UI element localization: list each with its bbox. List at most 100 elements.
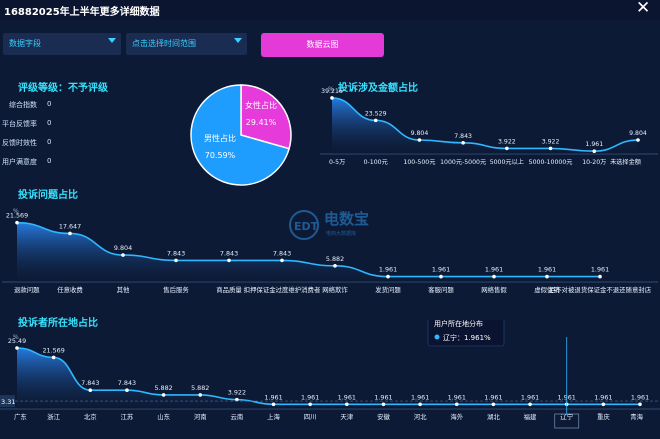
data-point[interactable] <box>280 258 284 263</box>
area-fill <box>332 97 638 154</box>
data-label: 9.804 <box>411 130 429 137</box>
x-tick-label: 未选择金额 <box>610 158 642 166</box>
rating-stat-label: 用户满意度 <box>2 158 37 166</box>
data-label: 1.961 <box>374 393 392 401</box>
data-point[interactable] <box>68 231 72 236</box>
data-label: 1.961 <box>538 266 556 274</box>
data-label: 5.882 <box>154 384 172 392</box>
x-tick-label: 上海 <box>267 412 280 421</box>
data-point[interactable] <box>417 138 422 142</box>
data-label: 9.804 <box>114 244 132 252</box>
amount-chart-title: 投诉涉及金额占比 <box>338 83 418 94</box>
x-tick-label: 虚假促销 <box>534 285 560 294</box>
word-cloud-button[interactable]: 数据云图 <box>261 33 384 57</box>
x-tick-label: 售后服务 <box>163 285 189 294</box>
data-label: 1.961 <box>411 393 429 401</box>
data-point[interactable] <box>333 264 337 268</box>
data-point[interactable] <box>345 402 349 407</box>
tooltip <box>427 320 505 347</box>
data-label: 3.922 <box>542 138 560 145</box>
data-point[interactable] <box>592 149 597 153</box>
x-tick-label: 10-20万 <box>582 159 606 166</box>
data-point[interactable] <box>505 146 509 151</box>
data-point[interactable] <box>227 258 231 263</box>
data-point[interactable] <box>638 402 642 407</box>
chevron-down-icon <box>108 38 116 43</box>
x-tick-label: 退款问题 <box>14 285 40 294</box>
data-point[interactable] <box>88 388 93 393</box>
x-tick-label: 商品质量 <box>216 285 242 294</box>
rating-stat-value: 0 <box>47 157 52 165</box>
data-point[interactable] <box>161 393 166 397</box>
data-point[interactable] <box>548 146 553 151</box>
data-point[interactable] <box>598 274 602 279</box>
window-title-bar <box>0 0 660 20</box>
data-point[interactable] <box>51 355 56 360</box>
time-range-select[interactable]: 点击选择时间范围 <box>126 33 247 55</box>
data-label: 7.843 <box>118 379 136 387</box>
data-point[interactable] <box>15 220 19 225</box>
x-tick-label: 网络欺诈 <box>322 285 348 294</box>
data-point[interactable] <box>439 274 443 279</box>
chevron-down-icon <box>234 38 242 43</box>
data-point[interactable] <box>174 258 178 263</box>
pie-slice[interactable] <box>240 84 292 150</box>
x-tick-label: 任意收费 <box>57 285 83 294</box>
data-point[interactable] <box>461 140 465 145</box>
close-icon[interactable]: ✕ <box>636 0 651 18</box>
data-label: 9.804 <box>629 130 647 137</box>
data-point[interactable] <box>418 402 422 407</box>
data-point[interactable] <box>454 402 459 407</box>
data-point[interactable] <box>545 274 549 279</box>
data-point[interactable] <box>491 402 496 407</box>
tooltip-marker-icon <box>434 334 440 340</box>
x-tick-label: 发货问题 <box>375 285 401 294</box>
issue-chart-title: 投诉问题占比 <box>18 190 78 201</box>
pie-value-label: 29.41% <box>246 118 277 127</box>
pie-label: 女性占比 <box>245 100 277 110</box>
data-point[interactable] <box>373 118 378 123</box>
rating-heading: 评级等级：不予评级 <box>18 83 108 94</box>
data-label: 7.843 <box>454 133 472 140</box>
data-point[interactable] <box>235 397 239 402</box>
data-point[interactable] <box>330 96 334 100</box>
x-tick-label: 辽宁 <box>560 412 573 421</box>
data-point[interactable] <box>381 402 386 407</box>
data-point[interactable] <box>386 274 390 279</box>
x-tick-label: 福建 <box>524 412 537 421</box>
field-select[interactable]: 数据字段 <box>3 33 121 55</box>
data-point[interactable] <box>492 274 496 279</box>
location-chart-title: 投诉者所在地占比 <box>18 318 98 329</box>
area-fill <box>17 222 600 282</box>
rating-stat-label: 平台反馈率 <box>2 120 37 128</box>
data-label: 23.529 <box>365 110 387 117</box>
data-point[interactable] <box>198 393 203 397</box>
crosshair-value-box <box>0 395 15 408</box>
rating-stat-label: 反馈时效性 <box>2 139 37 147</box>
data-point[interactable] <box>271 402 276 407</box>
data-point[interactable] <box>308 402 312 407</box>
window-title: 16882025年上半年更多详细数据 <box>4 7 160 18</box>
x-tick-label: 河南 <box>194 412 207 421</box>
data-label: 7.843 <box>167 249 185 257</box>
data-label: 1.961 <box>264 393 282 401</box>
data-point[interactable] <box>636 138 640 142</box>
data-point[interactable] <box>528 402 532 407</box>
x-tick-label: 海外 <box>450 412 463 421</box>
x-tick-label: 安徽 <box>377 412 390 421</box>
data-label: 1.961 <box>485 266 503 274</box>
pie-slice[interactable] <box>190 84 291 186</box>
data-label: 1.961 <box>591 266 609 274</box>
data-point[interactable] <box>121 253 125 257</box>
data-point[interactable] <box>601 402 606 407</box>
x-tick-label: 网络售假 <box>481 285 507 294</box>
x-tick-label: 客服问题 <box>428 285 454 294</box>
x-tick-label: 0-100元 <box>364 159 388 166</box>
data-label: 17.647 <box>59 222 81 230</box>
amount-area-chart: %39.216 0-5万 23.529 0-100元 9.804 100-500元 7.84… <box>320 86 658 166</box>
data-point[interactable] <box>15 346 19 350</box>
x-tick-label: 河北 <box>414 413 427 421</box>
x-tick-label: 广东 <box>14 412 27 421</box>
issue-area-chart: %21.569 退款问题 17.647 任意收费 9.804 其他 7.843 售后服务 7.8… <box>2 208 658 294</box>
data-point[interactable] <box>125 388 129 393</box>
